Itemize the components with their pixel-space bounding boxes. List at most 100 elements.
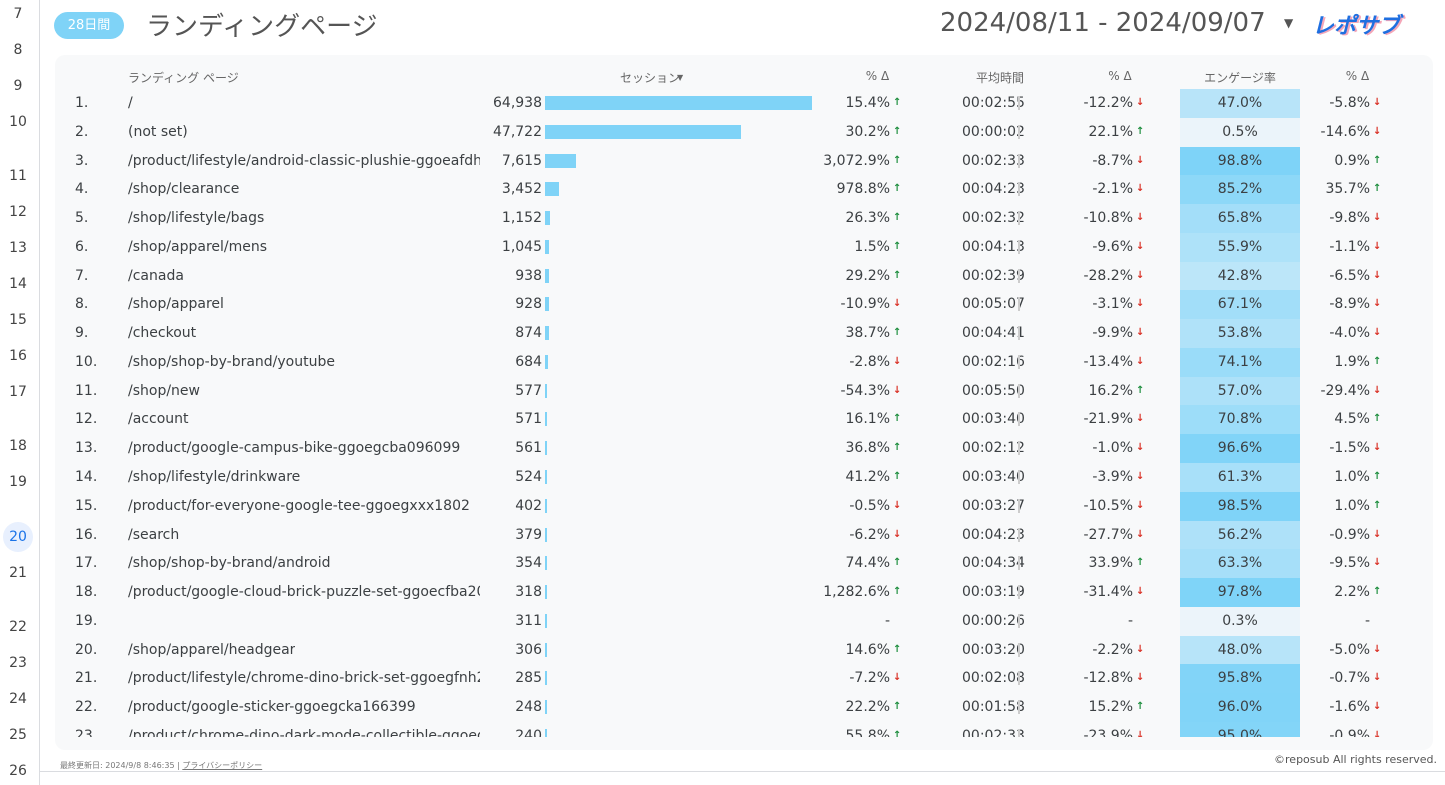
avg-time: 00:02:33 xyxy=(962,153,1025,169)
sessions: 285 xyxy=(515,670,542,686)
sessions: 7,615 xyxy=(501,153,542,169)
delta-sessions: 26.3% xyxy=(845,210,890,226)
delta-engagement: -6.5% xyxy=(1329,268,1370,284)
sessions-bar xyxy=(545,671,547,685)
date-range[interactable]: 2024/08/11 - 2024/09/07 xyxy=(940,8,1266,38)
delta-engagement: -8.9% xyxy=(1329,296,1370,312)
delta-time: -9.9% xyxy=(1092,325,1133,341)
sessions: 318 xyxy=(515,584,542,600)
delta-sessions: -7.2% xyxy=(849,670,890,686)
period-badge[interactable]: 28日間 xyxy=(54,12,124,39)
landing-page: /shop/lifestyle/bags xyxy=(128,210,265,226)
down-arrow: ↓ xyxy=(1373,442,1382,453)
delta-engagement: -1.6% xyxy=(1329,699,1370,715)
delta-sessions: 978.8% xyxy=(836,181,890,197)
down-arrow: ↓ xyxy=(1136,413,1145,424)
sheet-row-number: 16 xyxy=(9,348,27,364)
rank: 17. xyxy=(75,555,98,571)
delta-time: -9.6% xyxy=(1092,239,1133,255)
down-arrow: ↓ xyxy=(1373,270,1382,281)
sessions-bar xyxy=(545,528,547,542)
down-arrow: ↓ xyxy=(1136,471,1145,482)
landing-page: /search xyxy=(128,527,180,543)
table-card: 1./64,938 15.4% ↑ 00:02:55 -12.2% ↓ 47.0% -5.8%… xyxy=(55,55,1433,750)
delta-time: -21.9% xyxy=(1083,411,1133,427)
rank: 6. xyxy=(75,239,89,255)
up-arrow: ↑ xyxy=(1373,500,1382,511)
avg-time: 00:02:55 xyxy=(962,95,1025,111)
delta-time: -10.8% xyxy=(1083,210,1133,226)
up-arrow: ↑ xyxy=(893,241,902,252)
delta-sessions: -10.9% xyxy=(840,296,890,312)
sessions: 1,152 xyxy=(501,210,542,226)
delta-engagement: -0.7% xyxy=(1329,670,1370,686)
down-arrow: ↓ xyxy=(893,298,902,309)
up-arrow: ↑ xyxy=(1373,586,1382,597)
time-bar xyxy=(1018,556,1020,570)
sort-indicator: ▼ xyxy=(677,73,684,82)
up-arrow: ↑ xyxy=(893,327,902,338)
avg-time: 00:03:20 xyxy=(962,642,1025,658)
avg-time: 00:04:13 xyxy=(962,239,1025,255)
delta-sessions: 1.5% xyxy=(854,239,890,255)
sessions-bar xyxy=(545,556,547,570)
delta-sessions: 41.2% xyxy=(845,469,890,485)
down-arrow: ↓ xyxy=(1136,212,1145,223)
delta-engagement: -4.0% xyxy=(1329,325,1370,341)
up-arrow: ↑ xyxy=(893,97,902,108)
delta-sessions: 16.1% xyxy=(845,411,890,427)
sheet-row-number: 20 xyxy=(9,529,27,545)
up-arrow: ↑ xyxy=(1373,356,1382,367)
engagement-rate: 57.0% xyxy=(1180,377,1300,406)
up-arrow: ↑ xyxy=(893,212,902,223)
time-bar xyxy=(1018,614,1020,628)
sessions: 3,452 xyxy=(501,181,542,197)
delta-engagement: -14.6% xyxy=(1320,124,1370,140)
column-header: セッション xyxy=(619,71,680,85)
delta-sessions: 38.7% xyxy=(845,325,890,341)
up-arrow: ↑ xyxy=(893,183,902,194)
sessions-bar xyxy=(545,182,560,196)
delta-engagement: 4.5% xyxy=(1334,411,1370,427)
sheet-row-number: 11 xyxy=(9,168,27,184)
sheet-row-number: 18 xyxy=(9,438,27,454)
delta-engagement: -1.1% xyxy=(1329,239,1370,255)
updated: 最終更新日: 2024/9/8 8:46:35 | プライバシーポリシー xyxy=(60,761,263,770)
delta-sessions: 14.6% xyxy=(845,642,890,658)
delta-engagement: -9.5% xyxy=(1329,555,1370,571)
landing-page: /product/for-everyone-google-tee-ggoegxx… xyxy=(128,498,470,514)
avg-time: 00:03:19 xyxy=(962,584,1025,600)
down-arrow: ↓ xyxy=(893,672,902,683)
delta-engagement: 2.2% xyxy=(1334,584,1370,600)
delta-sessions: 74.4% xyxy=(845,555,890,571)
column-header: 平均時間 xyxy=(975,71,1024,85)
rank: 12. xyxy=(75,411,98,427)
engagement-rate: 42.8% xyxy=(1180,262,1300,291)
down-arrow: ↓ xyxy=(1136,97,1145,108)
time-bar xyxy=(1018,671,1020,685)
time-bar xyxy=(1018,269,1020,283)
time-bar xyxy=(1018,182,1020,196)
engagement-rate: 70.8% xyxy=(1180,405,1300,434)
privacy-link[interactable]: プライバシーポリシー xyxy=(182,761,263,770)
down-arrow: ↓ xyxy=(1136,529,1145,540)
delta-time: -12.2% xyxy=(1083,95,1133,111)
engagement-rate: 85.2% xyxy=(1180,175,1300,204)
engagement-rate: 0.5% xyxy=(1180,118,1300,147)
avg-time: 00:02:39 xyxy=(962,268,1025,284)
dropdown-arrow[interactable]: ▼ xyxy=(1284,16,1294,30)
sheet-row-number: 13 xyxy=(9,240,27,256)
rank: 3. xyxy=(75,153,89,169)
down-arrow: ↓ xyxy=(893,529,902,540)
rank: 5. xyxy=(75,210,89,226)
avg-time: 00:03:40 xyxy=(962,411,1025,427)
avg-time: 00:04:23 xyxy=(962,527,1025,543)
down-arrow: ↓ xyxy=(1373,327,1382,338)
up-arrow: ↑ xyxy=(893,730,902,737)
delta-time: -3.9% xyxy=(1092,469,1133,485)
down-arrow: ↓ xyxy=(1373,385,1382,396)
sessions-bar xyxy=(545,211,550,225)
avg-time: 00:02:08 xyxy=(962,670,1025,686)
rank: 22. xyxy=(75,699,98,715)
